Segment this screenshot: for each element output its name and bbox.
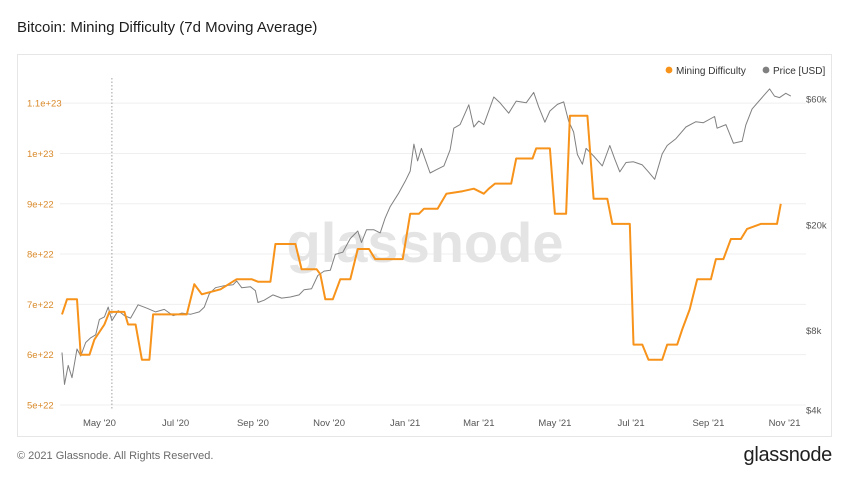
y-left-tick-label: 1.1e+23 — [27, 99, 62, 110]
x-tick-label: Sep '20 — [237, 418, 269, 429]
x-tick-label: Jul '20 — [162, 418, 189, 429]
page-title: Bitcoin: Mining Difficulty (7d Moving Av… — [17, 19, 318, 36]
mining-difficulty-line — [61, 114, 782, 361]
x-tick-label: Jul '21 — [617, 418, 644, 429]
watermark: glassnode — [287, 211, 564, 274]
footer-copyright: © 2021 Glassnode. All Rights Reserved. — [17, 450, 214, 462]
legend-label-difficulty[interactable]: Mining Difficulty — [676, 66, 746, 77]
legend-dot-price — [762, 66, 770, 74]
y-right-tick-label: $4k — [806, 406, 822, 417]
y-left-tick-label: 5e+22 — [27, 400, 54, 411]
x-tick-label: Mar '21 — [463, 418, 494, 429]
y-axis-right: $4k $8k $20k $60k — [806, 94, 827, 416]
y-right-tick-label: $60k — [806, 94, 827, 105]
y-left-tick-label: 9e+22 — [27, 199, 54, 210]
y-left-tick-label: 1e+23 — [27, 149, 54, 160]
chart-legend: Mining Difficulty Price [USD] — [665, 66, 825, 77]
legend-label-price[interactable]: Price [USD] — [773, 66, 825, 77]
y-right-tick-label: $20k — [806, 221, 827, 232]
difficulty-series-layer — [61, 114, 782, 361]
y-left-tick-label: 7e+22 — [27, 300, 54, 311]
x-axis: May '20 Jul '20 Sep '20 Nov '20 Jan '21 Mar '… — [83, 418, 801, 429]
y-right-tick-label: $8k — [806, 326, 822, 337]
x-tick-label: Nov '20 — [313, 418, 345, 429]
chart-frame — [17, 54, 832, 437]
x-tick-label: Jan '21 — [390, 418, 420, 429]
y-axis-left: 5e+22 6e+22 7e+22 8e+22 9e+22 1e+23 1.1e+23 — [27, 99, 62, 412]
x-tick-label: Sep '21 — [692, 418, 724, 429]
price-line — [61, 88, 792, 385]
price-series-layer — [61, 88, 792, 385]
y-left-tick-label: 6e+22 — [27, 350, 54, 361]
y-left-tick-label: 8e+22 — [27, 250, 54, 261]
x-tick-label: May '21 — [538, 418, 571, 429]
chart-grid — [60, 102, 806, 406]
legend-dot-difficulty — [665, 66, 673, 74]
x-tick-label: May '20 — [83, 418, 116, 429]
footer-logo[interactable]: glassnode — [743, 444, 833, 466]
x-tick-label: Nov '21 — [769, 418, 801, 429]
